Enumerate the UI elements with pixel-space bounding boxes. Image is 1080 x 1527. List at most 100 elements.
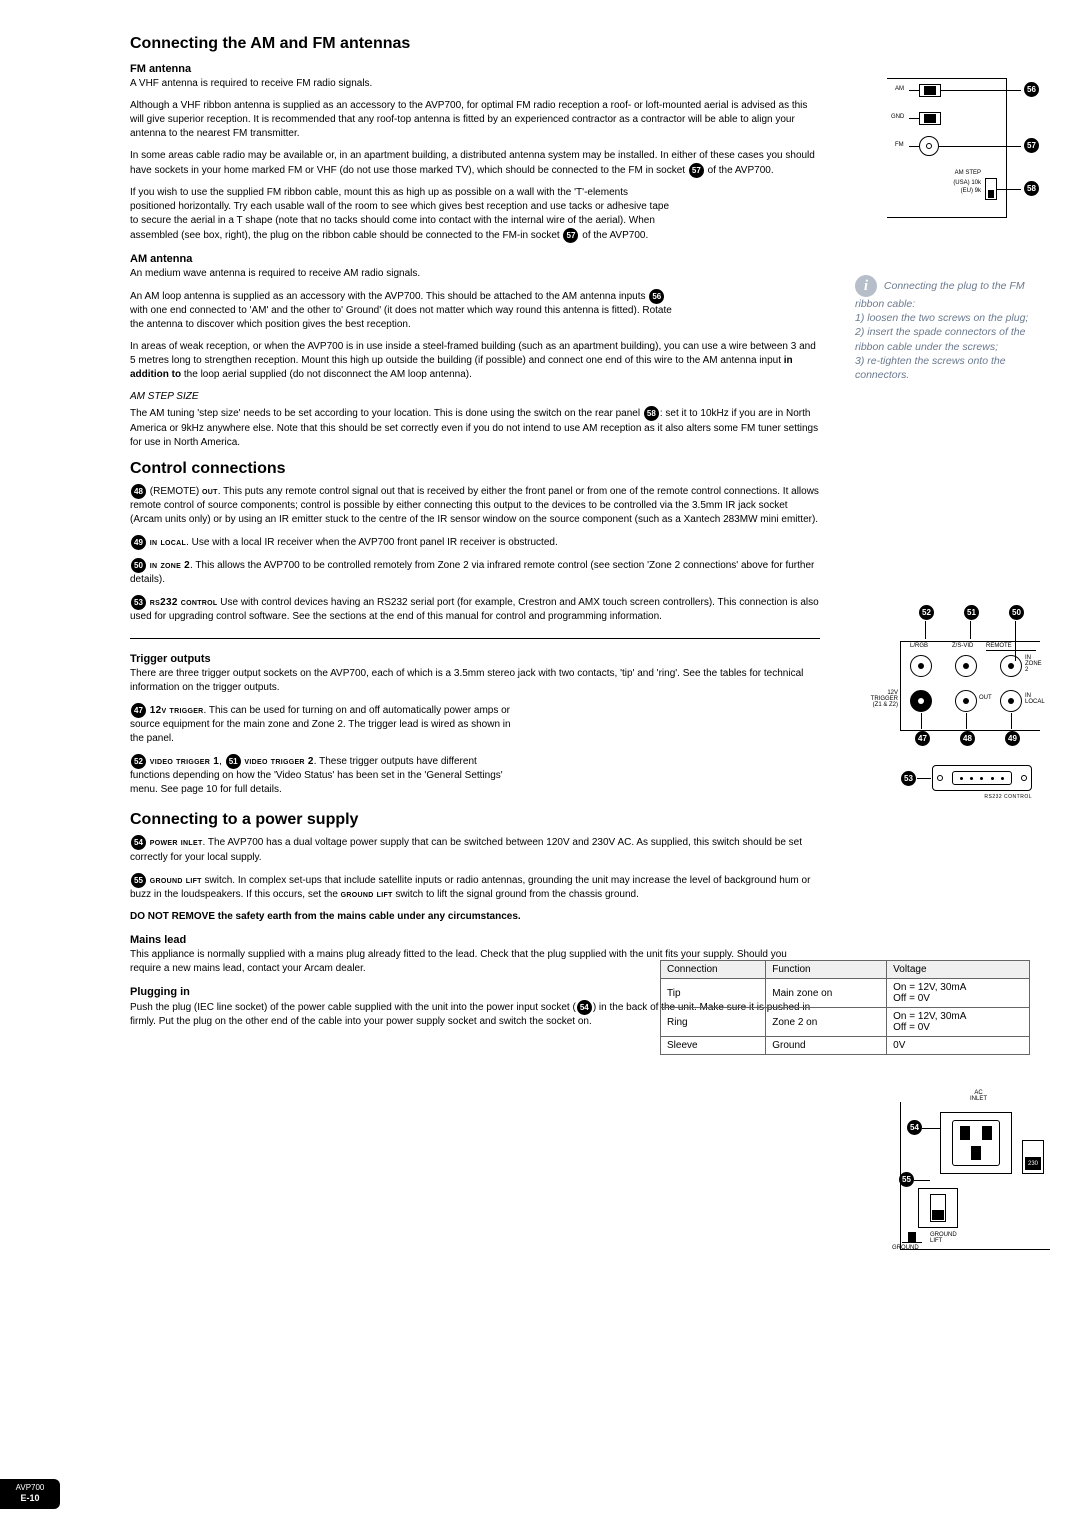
badge-49: 49 xyxy=(131,535,146,550)
ctrl-rs232-sc: rs232 control xyxy=(150,597,218,608)
col-connection: Connection xyxy=(661,961,766,979)
table-row: Tip Main zone on On = 12V, 30mA Off = 0V xyxy=(661,979,1030,1008)
cell: On = 12V, 30mA Off = 0V xyxy=(887,979,1030,1008)
fm-plug-note: i Connecting the plug to the FM ribbon c… xyxy=(855,275,1050,382)
lbl-gnd: GND xyxy=(891,114,904,120)
lbl-groundlift: GROUND LIFT xyxy=(930,1232,957,1244)
fm-p4: If you wish to use the supplied FM ribbo… xyxy=(130,186,675,243)
badge-56: 56 xyxy=(649,289,664,304)
cell: Ground xyxy=(766,1037,887,1055)
diagram-badge-58: 58 xyxy=(1024,181,1039,196)
section-title-antennas: Connecting the AM and FM antennas xyxy=(130,35,1060,53)
plugging-pa: Push the plug (IEC line socket) of the p… xyxy=(130,1002,576,1013)
cell: Sleeve xyxy=(661,1037,766,1055)
page-footer-tab: AVP700 E-10 xyxy=(0,1479,60,1509)
lbl-am: AM xyxy=(895,86,904,92)
diagram-badge-55: 55 xyxy=(899,1172,914,1187)
cell: Ring xyxy=(661,1008,766,1037)
diagram-badge-54: 54 xyxy=(907,1120,922,1135)
power-warning: DO NOT REMOVE the safety earth from the … xyxy=(130,910,820,924)
am-p1: An medium wave antenna is required to re… xyxy=(130,267,820,281)
cell: 0V xyxy=(887,1037,1030,1055)
trigger-video: 52 video trigger 1, 51 video trigger 2. … xyxy=(130,754,515,797)
power-inlet-post: . The AVP700 has a dual voltage power su… xyxy=(130,838,802,863)
trigger-v1-sc: video trigger 1 xyxy=(150,756,219,767)
table-row: Ring Zone 2 on On = 12V, 30mA Off = 0V xyxy=(661,1008,1030,1037)
power-inlet: 54 power inlet. The AVP700 has a dual vo… xyxy=(130,835,820,864)
trigger-table: Connection Function Voltage Tip Main zon… xyxy=(660,960,1030,1055)
am-p2: An AM loop antenna is supplied as an acc… xyxy=(130,289,675,332)
diagram-badge-50: 50 xyxy=(1009,605,1024,620)
note-l3: 2) insert the spade connectors of the ri… xyxy=(855,326,1025,352)
fm-heading: FM antenna xyxy=(130,63,820,75)
lbl-remote: REMOTE xyxy=(986,643,1012,649)
badge-57: 57 xyxy=(689,163,704,178)
section-title-power: Connecting to a power supply xyxy=(130,811,1060,829)
diagram-badge-52: 52 xyxy=(919,605,934,620)
diagram-badge-57: 57 xyxy=(1024,138,1039,153)
footer-page: E-10 xyxy=(0,1493,60,1505)
fm-p4b: of the AVP700. xyxy=(579,230,648,241)
trigger-heading: Trigger outputs xyxy=(130,653,820,665)
diagram-badge-51: 51 xyxy=(964,605,979,620)
lbl-230: 230 xyxy=(1025,1157,1041,1170)
table-row: Sleeve Ground 0V xyxy=(661,1037,1030,1055)
badge-57b: 57 xyxy=(563,228,578,243)
badge-58: 58 xyxy=(644,406,659,421)
table-row: Connection Function Voltage xyxy=(661,961,1030,979)
diagram-badge-56: 56 xyxy=(1024,82,1039,97)
ctrl-inlocal-post: . Use with a local IR receiver when the … xyxy=(186,537,558,548)
lbl-out: OUT xyxy=(979,695,992,701)
cell: On = 12V, 30mA Off = 0V xyxy=(887,1008,1030,1037)
diagram-badge-47: 47 xyxy=(915,731,930,746)
trigger-v2-sc: video trigger 2 xyxy=(244,756,313,767)
antenna-diagram: AM GND FM AM STEP (USA) 10k (EU) 9k 56 5… xyxy=(877,78,1052,218)
lbl-fm: FM xyxy=(895,142,904,148)
power-lift-mid2: switch to lift the signal ground from th… xyxy=(393,889,639,900)
am-p3a: In areas of weak reception, or when the … xyxy=(130,341,816,366)
info-icon: i xyxy=(855,275,877,297)
am-p2a: An AM loop antenna is supplied as an acc… xyxy=(130,291,648,302)
ctrl-remoteout: 48 (REMOTE) out. This puts any remote co… xyxy=(130,484,820,527)
col-function: Function xyxy=(766,961,887,979)
power-diagram: AC INLET 230 GROUND GROUND LIFT 54 55 xyxy=(860,1090,1065,1250)
badge-52: 52 xyxy=(131,754,146,769)
badge-51: 51 xyxy=(226,754,241,769)
trigger-intro: There are three trigger output sockets o… xyxy=(130,667,820,695)
power-inlet-sc: power inlet xyxy=(150,838,203,849)
note-l1: Connecting the plug to the FM ribbon cab… xyxy=(855,280,1025,310)
am-p3: In areas of weak reception, or when the … xyxy=(130,340,820,382)
lbl-lrgb: L/RGB xyxy=(910,643,928,649)
lbl-inlocal: IN LOCAL xyxy=(1025,693,1045,705)
lbl-inzone2: IN ZONE 2 xyxy=(1025,655,1042,673)
lbl-acinlet: AC INLET xyxy=(970,1090,987,1102)
diagram-badge-49: 49 xyxy=(1005,731,1020,746)
ctrl-inzone2-post: . This allows the AVP700 to be controlle… xyxy=(130,560,814,585)
lbl-eu: (EU) 9k xyxy=(947,188,981,194)
control-diagram: 52 51 50 L/RGB Z/S-VID REMOTE IN ZONE 2 … xyxy=(860,605,1045,805)
power-lift-sc2: ground lift xyxy=(341,889,393,900)
badge-54b: 54 xyxy=(577,1000,592,1015)
lbl-zsvid: Z/S-VID xyxy=(952,643,973,649)
trigger-12v-sc: 12v trigger xyxy=(150,705,204,716)
am-p2b: with one end connected to 'AM' and the o… xyxy=(130,305,672,330)
lbl-rs232: RS232 CONTROL xyxy=(932,794,1032,800)
ctrl-rs232-post: Use with control devices having an RS232… xyxy=(130,597,819,622)
cell: Tip xyxy=(661,979,766,1008)
lbl-usa: (USA) 10k xyxy=(947,180,981,186)
badge-50: 50 xyxy=(131,558,146,573)
am-p3b: the loop aerial supplied (do not disconn… xyxy=(181,369,472,380)
badge-48: 48 xyxy=(131,484,146,499)
amstep-p1a: The AM tuning 'step size' needs to be se… xyxy=(130,409,643,420)
ctrl-inlocal: 49 in local. Use with a local IR receive… xyxy=(130,535,820,550)
diagram-badge-48: 48 xyxy=(960,731,975,746)
lbl-amstep: AM STEP xyxy=(947,170,981,176)
badge-53: 53 xyxy=(131,595,146,610)
trigger-12v: 47 12v trigger. This can be used for tur… xyxy=(130,703,515,746)
badge-54: 54 xyxy=(131,835,146,850)
ctrl-remoteout-sc: out xyxy=(202,486,218,497)
section-title-control: Control connections xyxy=(130,460,1060,478)
ctrl-inzone2-sc: in zone 2 xyxy=(150,560,190,571)
amstep-heading: AM STEP SIZE xyxy=(130,390,820,404)
col-voltage: Voltage xyxy=(887,961,1030,979)
